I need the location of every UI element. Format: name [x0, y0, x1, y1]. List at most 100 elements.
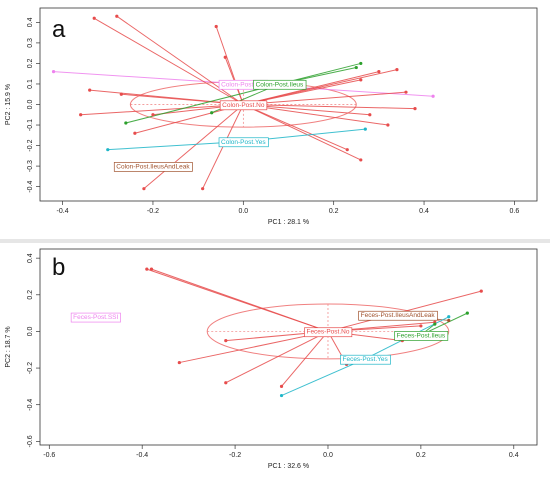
y-tick-label: -0.6 — [27, 435, 34, 447]
y-tick-label: 0.2 — [27, 290, 34, 300]
group-label: Colon-Post.SSI — [221, 81, 266, 88]
data-point — [345, 148, 349, 152]
data-point — [413, 107, 417, 111]
star-line — [281, 331, 329, 387]
x-tick-label: 0.4 — [419, 208, 429, 215]
group-label: Feces-Post.SSI — [73, 314, 118, 321]
y-tick-label: -0.4 — [27, 399, 34, 411]
x-tick-label: -0.4 — [57, 208, 69, 215]
data-point — [119, 92, 123, 96]
star-line — [281, 358, 366, 397]
group-label-box — [394, 331, 449, 341]
group-label: Feces-Post.Yes — [342, 356, 388, 363]
pca-plot-b: -0.6 -0.4 -0.2 0.0 0.2 0.4 -0.6 -0.4 -0.2 0.0 0.2 0… — [5, 248, 538, 470]
data-point — [386, 123, 390, 127]
data-point — [447, 315, 451, 319]
chart-panel-b: -0.6 -0.4 -0.2 0.0 0.2 0.4 -0.6 -0.4 -0.2 0.0 0.2 0… — [0, 244, 550, 477]
x-tick-label: 0.6 — [510, 208, 520, 215]
data-point — [359, 158, 363, 162]
x-tick-label: -0.6 — [43, 452, 55, 459]
x-tick-label: 0.2 — [329, 208, 339, 215]
data-point — [145, 267, 149, 271]
y-axis-label: PC2 : 15.9 % — [5, 84, 12, 125]
y-axis-label: PC2 : 18.7 % — [5, 326, 12, 367]
plot-frame — [39, 248, 538, 446]
data-point — [404, 90, 408, 94]
group-label: Colon-Post.IleusAndLeak — [116, 163, 190, 170]
star-line — [243, 104, 388, 126]
chart-panel-a: -0.4 -0.2 0.0 0.2 0.4 0.6 -0.4 -0.3 -0.2 -0.1 0.0 0… — [0, 0, 550, 238]
panel-letter: a — [52, 16, 66, 43]
data-point — [359, 61, 363, 66]
data-point — [214, 24, 218, 29]
data-point — [92, 16, 96, 20]
data-point — [354, 65, 358, 70]
y-tick-label: -0.2 — [27, 139, 34, 151]
data-point — [224, 338, 228, 343]
data-point — [142, 187, 146, 191]
data-point — [210, 111, 214, 115]
group-label-box — [113, 162, 193, 172]
data-point — [363, 127, 367, 131]
star-line — [143, 104, 244, 190]
x-tick-label: -0.4 — [136, 452, 148, 459]
data-point — [359, 78, 363, 82]
star-line — [93, 17, 244, 105]
group-label-box — [219, 100, 268, 111]
data-point — [431, 94, 435, 98]
star-line — [53, 71, 244, 85]
group-label-box — [218, 137, 269, 148]
data-point — [479, 289, 483, 293]
data-point — [51, 70, 56, 74]
data-point — [79, 113, 83, 117]
y-tick-label: 0.0 — [27, 100, 34, 110]
pca-plot-a: -0.4 -0.2 0.0 0.2 0.4 0.6 -0.4 -0.3 -0.2 -0.1 0.0 0… — [5, 7, 538, 226]
data-point — [433, 322, 437, 326]
data-point — [447, 318, 451, 323]
data-point — [201, 187, 205, 191]
star-line — [146, 268, 329, 332]
data-point — [224, 381, 228, 385]
panel-letter: b — [52, 254, 65, 281]
y-tick-label: 0.3 — [27, 38, 34, 48]
group-label: Colon-Post.No — [222, 102, 265, 109]
star-line — [243, 91, 407, 105]
data-point — [149, 267, 154, 271]
group-label: Feces-Post.IleusAndLeak — [361, 312, 436, 319]
y-tick-label: 0.4 — [27, 253, 34, 263]
x-tick-label: 0.0 — [323, 452, 333, 459]
data-point — [88, 88, 92, 92]
star-line — [80, 104, 244, 116]
y-tick-label: -0.3 — [27, 160, 34, 172]
data-point — [223, 55, 227, 59]
data-point — [279, 393, 284, 398]
group-label-box — [253, 79, 307, 90]
star-line — [116, 15, 244, 105]
star-line — [225, 330, 329, 384]
data-point — [419, 324, 423, 328]
group-label-box — [70, 312, 121, 323]
group-label: Colon-Post.Yes — [221, 139, 266, 146]
data-point — [377, 70, 381, 74]
y-tick-label: 0.1 — [27, 79, 34, 89]
y-tick-label: -0.1 — [27, 119, 34, 131]
y-tick-label: -0.4 — [27, 180, 34, 192]
group-label: Feces-Post.Ileus — [397, 332, 446, 339]
y-tick-label: 0.4 — [27, 17, 34, 27]
x-axis-label: PC1 : 28.1 % — [268, 219, 309, 226]
x-tick-label: 0.0 — [238, 208, 248, 215]
star-line — [243, 104, 362, 161]
data-point — [115, 14, 119, 18]
group-label-box — [304, 327, 353, 338]
star-line — [243, 69, 398, 105]
x-tick-label: 0.2 — [416, 452, 426, 459]
group-label: Feces-Post.No — [306, 329, 349, 336]
y-tick-label: 0.2 — [27, 58, 34, 68]
data-point — [279, 384, 284, 388]
x-tick-label: -0.2 — [147, 208, 159, 215]
star-line — [125, 83, 280, 124]
y-tick-label: 0.0 — [27, 326, 34, 336]
plot-frame — [39, 7, 538, 202]
data-point — [133, 131, 137, 135]
group-label: Colon-Post.Ileus — [256, 81, 304, 88]
